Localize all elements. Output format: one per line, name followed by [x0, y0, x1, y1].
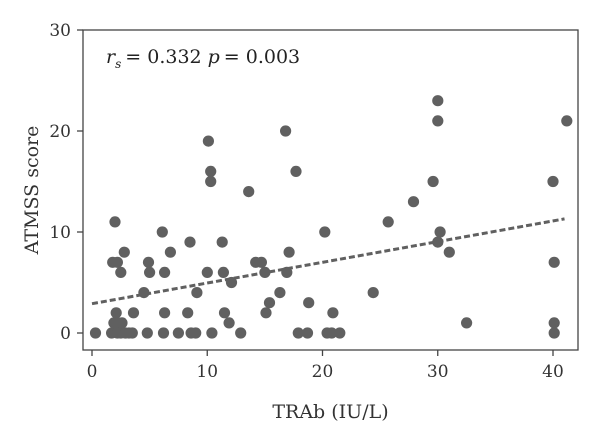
data-point — [255, 256, 267, 268]
data-point — [303, 297, 315, 309]
x-tick-label: 30 — [427, 362, 449, 382]
data-point — [159, 307, 171, 319]
data-point — [301, 327, 314, 339]
y-tick-label: 20 — [49, 122, 71, 142]
data-point — [290, 165, 302, 177]
data-point — [260, 307, 272, 319]
data-point — [115, 266, 127, 278]
data-point — [548, 317, 560, 329]
data-point — [127, 307, 140, 319]
data-point — [172, 327, 184, 339]
data-point — [118, 246, 130, 258]
y-tick-label: 0 — [60, 324, 71, 344]
data-point — [218, 307, 231, 319]
data-point — [427, 175, 439, 188]
data-point — [548, 327, 560, 339]
data-point — [164, 246, 176, 258]
correlation-annotation: rs = 0.332 p = 0.003 — [106, 46, 300, 71]
y-tick-label: 10 — [49, 223, 71, 243]
trendline — [91, 217, 565, 306]
r-symbol: r — [106, 46, 117, 68]
x-axis: 0 10 20 30 40 — [87, 350, 564, 382]
data-point — [202, 135, 214, 147]
y-tick-label: 30 — [49, 21, 71, 41]
data-point — [432, 95, 444, 107]
data-point — [547, 175, 559, 188]
data-point — [243, 186, 255, 198]
data-point — [561, 115, 573, 127]
data-point — [292, 327, 304, 339]
data-point — [382, 216, 394, 228]
data-point — [191, 287, 203, 299]
y-axis-title: ATMSS score — [21, 126, 43, 256]
data-point — [548, 256, 560, 268]
data-point — [432, 115, 444, 127]
data-point — [434, 226, 446, 238]
x-axis-title: TRAb (IU/L) — [272, 401, 388, 423]
data-point — [235, 327, 247, 339]
data-point — [144, 266, 156, 278]
data-point — [223, 317, 235, 329]
data-point — [217, 266, 229, 278]
r-subscript: s — [115, 57, 121, 71]
data-point — [319, 226, 331, 238]
data-point — [111, 256, 123, 268]
data-point — [327, 307, 339, 319]
data-point — [182, 307, 194, 319]
data-point — [407, 196, 420, 208]
data-point — [126, 327, 138, 339]
data-point — [159, 266, 171, 278]
x-tick-label: 10 — [196, 362, 218, 382]
data-point — [280, 125, 292, 137]
points-layer — [89, 95, 573, 339]
data-point — [116, 317, 128, 329]
data-point — [367, 287, 379, 299]
data-point — [184, 236, 196, 248]
data-point — [461, 317, 473, 329]
data-point — [89, 327, 102, 339]
data-point — [156, 226, 168, 238]
data-point — [205, 165, 217, 177]
data-point — [157, 327, 170, 339]
data-point — [443, 246, 455, 258]
p-value: = 0.003 — [224, 46, 300, 68]
x-tick-label: 40 — [542, 362, 564, 382]
data-point — [326, 327, 338, 339]
x-tick-label: 20 — [312, 362, 334, 382]
data-point — [141, 327, 153, 339]
y-axis: 0 10 20 30 — [49, 21, 83, 344]
plot-frame — [82, 29, 579, 351]
data-point — [334, 327, 346, 339]
data-point — [274, 287, 286, 299]
data-point — [206, 327, 218, 339]
data-point — [142, 256, 155, 268]
data-point — [110, 307, 122, 319]
r-value: = 0.332 — [125, 46, 201, 68]
data-point — [190, 327, 202, 339]
data-point — [263, 297, 276, 309]
data-point — [283, 246, 295, 258]
data-point — [205, 175, 217, 188]
data-point — [109, 216, 121, 228]
x-tick-label: 0 — [87, 362, 98, 382]
p-symbol: p — [208, 46, 220, 68]
data-point — [216, 236, 228, 248]
data-point — [201, 266, 213, 278]
